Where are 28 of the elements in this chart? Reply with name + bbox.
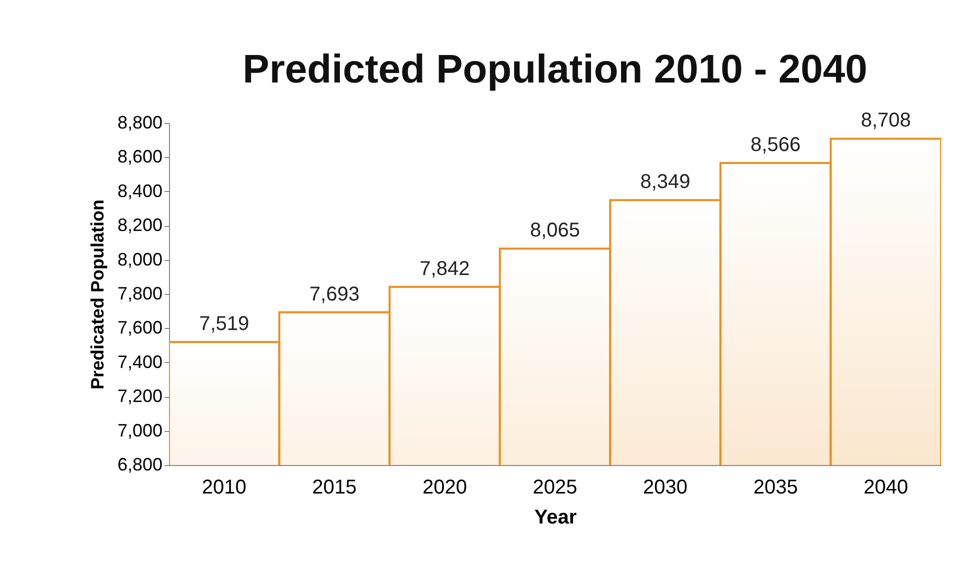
data-label: 7,519 bbox=[199, 313, 250, 336]
x-axis-title: Year bbox=[534, 506, 577, 528]
data-label: 8,566 bbox=[750, 134, 801, 156]
y-tick-label: 7,400 bbox=[117, 352, 162, 372]
y-tick-label: 8,400 bbox=[117, 180, 162, 201]
x-tick-label: 2040 bbox=[864, 476, 908, 498]
y-tick-label: 7,800 bbox=[117, 284, 162, 304]
y-tick-label: 7,000 bbox=[117, 420, 162, 440]
data-label: 8,708 bbox=[860, 110, 911, 132]
y-tick-label: 7,600 bbox=[117, 318, 162, 338]
x-tick-label: 2015 bbox=[312, 476, 357, 498]
data-label: 7,693 bbox=[309, 283, 360, 306]
x-tick-label: 2025 bbox=[532, 476, 578, 498]
y-tick-label: 8,800 bbox=[117, 112, 162, 132]
data-label: 8,349 bbox=[640, 171, 690, 194]
y-tick-label: 8,600 bbox=[117, 146, 162, 167]
y-tick-label: 8,200 bbox=[117, 215, 162, 236]
chart-title: Predicted Population 2010 - 2040 bbox=[242, 48, 868, 92]
y-tick-label: 7,200 bbox=[117, 386, 162, 406]
x-tick-label: 2035 bbox=[753, 476, 798, 498]
y-tick-label: 6,800 bbox=[117, 454, 162, 474]
data-label: 7,842 bbox=[420, 258, 470, 280]
y-tick-label: 8,000 bbox=[117, 249, 162, 270]
x-tick-label: 2020 bbox=[422, 476, 467, 498]
x-tick-label: 2010 bbox=[202, 476, 246, 498]
data-label: 8,065 bbox=[530, 220, 580, 242]
y-axis-title: Predicated Population bbox=[87, 199, 108, 390]
x-tick-label: 2030 bbox=[643, 476, 688, 498]
